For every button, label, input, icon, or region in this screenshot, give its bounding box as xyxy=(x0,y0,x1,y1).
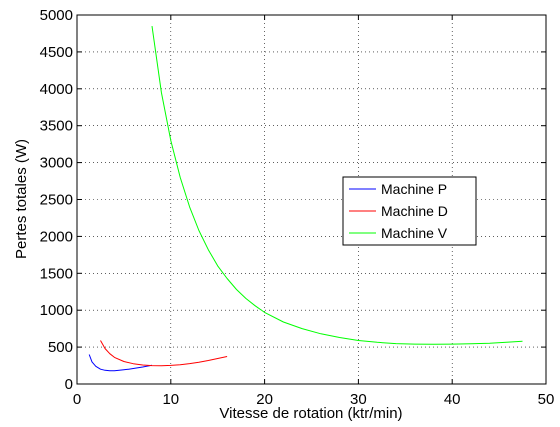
x-tick-label: 10 xyxy=(162,391,179,408)
axis-ticks xyxy=(76,14,547,385)
legend-label-machine-p: Machine P xyxy=(381,181,447,197)
series-lines xyxy=(88,26,523,372)
x-axis-title: Vitesse de rotation (ktr/min) xyxy=(219,405,402,422)
y-tick-label: 500 xyxy=(48,339,73,356)
y-tick-label: 2000 xyxy=(40,228,73,245)
x-tick-label: 50 xyxy=(538,391,555,408)
legend-label-machine-v: Machine V xyxy=(381,225,448,241)
legend-label-machine-d: Machine D xyxy=(381,203,448,219)
series-line-machine-p xyxy=(88,354,153,372)
y-tick-labels: 0 500 1000 1500 2000 2500 3000 3500 4000 4500 5000 xyxy=(40,7,73,393)
y-tick-label: 3500 xyxy=(40,118,73,135)
legend: Machine P Machine D Machine V xyxy=(342,176,477,246)
y-tick-label: 1000 xyxy=(40,302,73,319)
y-tick-label: 5000 xyxy=(40,7,73,24)
x-tick-labels: 0 10 20 30 40 50 xyxy=(73,391,555,408)
y-tick-label: 0 xyxy=(65,376,73,393)
y-axis-title: Pertes totales (W) xyxy=(13,139,30,259)
series-line-machine-d xyxy=(100,340,228,367)
x-tick-label: 40 xyxy=(444,391,461,408)
y-tick-label: 1500 xyxy=(40,265,73,282)
x-tick-label: 20 xyxy=(256,391,273,408)
y-tick-label: 2500 xyxy=(40,192,73,209)
x-tick-label: 0 xyxy=(73,391,81,408)
series-line-machine-v xyxy=(151,26,523,345)
x-tick-label: 30 xyxy=(350,391,367,408)
y-tick-label: 3000 xyxy=(40,155,73,172)
y-tick-label: 4500 xyxy=(40,44,73,61)
y-tick-label: 4000 xyxy=(40,81,73,98)
